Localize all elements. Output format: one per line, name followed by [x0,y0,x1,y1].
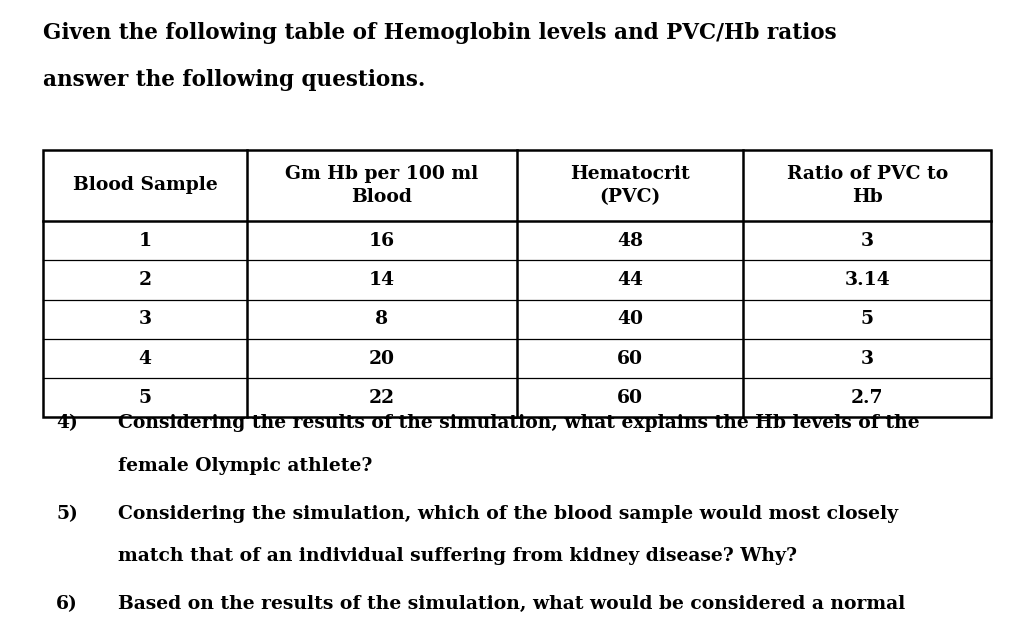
Text: Considering the results of the simulation, what explains the Hb levels of the: Considering the results of the simulatio… [118,414,920,432]
Text: 5): 5) [56,505,78,523]
Text: 60: 60 [617,350,643,368]
Text: Ratio of PVC to
Hb: Ratio of PVC to Hb [786,165,948,206]
Text: 44: 44 [617,271,643,289]
Text: 2: 2 [138,271,152,289]
Text: 3: 3 [138,310,152,328]
Text: 60: 60 [617,389,643,407]
Text: 6): 6) [56,595,78,613]
Text: 5: 5 [861,310,873,328]
Text: 3: 3 [860,350,873,368]
Text: 8: 8 [376,310,389,328]
Text: Given the following table of Hemoglobin levels and PVC/Hb ratios: Given the following table of Hemoglobin … [43,22,837,44]
Text: 4): 4) [56,414,78,432]
Text: 3.14: 3.14 [845,271,890,289]
Text: Hematocrit
(PVC): Hematocrit (PVC) [570,165,690,206]
Text: 40: 40 [617,310,643,328]
Text: Considering the simulation, which of the blood sample would most closely: Considering the simulation, which of the… [118,505,898,523]
Text: 16: 16 [369,232,395,250]
Text: 4: 4 [138,350,152,368]
Text: Gm Hb per 100 ml
Blood: Gm Hb per 100 ml Blood [286,165,478,206]
Text: match that of an individual suffering from kidney disease? Why?: match that of an individual suffering fr… [118,547,797,565]
Text: answer the following questions.: answer the following questions. [43,69,425,90]
Text: 2.7: 2.7 [851,389,884,407]
Text: 22: 22 [369,389,395,407]
Text: female Olympic athlete?: female Olympic athlete? [118,457,372,475]
Text: Blood Sample: Blood Sample [73,176,217,194]
Text: 48: 48 [617,232,643,250]
Text: 14: 14 [369,271,395,289]
Text: Based on the results of the simulation, what would be considered a normal: Based on the results of the simulation, … [118,595,905,613]
Text: 20: 20 [369,350,395,368]
Text: 3: 3 [860,232,873,250]
Text: 5: 5 [138,389,152,407]
Text: 1: 1 [138,232,152,250]
